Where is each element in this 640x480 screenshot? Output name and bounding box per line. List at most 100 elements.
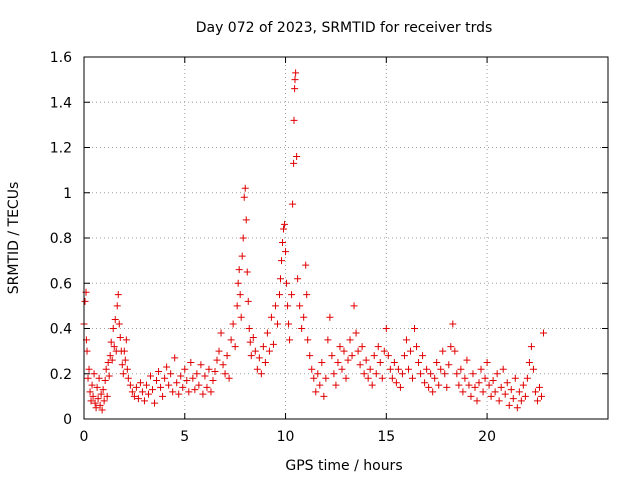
data-point (352, 329, 360, 337)
data-point (308, 365, 316, 373)
data-point (366, 365, 374, 373)
data-point (318, 358, 326, 366)
data-point (185, 388, 193, 396)
data-point (475, 379, 483, 387)
data-point (537, 392, 545, 400)
data-point (411, 325, 419, 332)
data-point (207, 388, 215, 396)
data-point (189, 374, 197, 382)
data-point (236, 291, 244, 299)
x-axis-label: GPS time / hours (285, 458, 402, 474)
data-point (245, 325, 253, 332)
data-point (242, 216, 250, 224)
data-point (90, 370, 98, 378)
data-point (404, 365, 412, 373)
data-point (491, 388, 499, 396)
x-tick-label: 20 (478, 429, 496, 445)
y-tick-label: 1 (63, 186, 72, 202)
data-point (109, 325, 117, 332)
data-point (388, 374, 396, 382)
data-point (113, 302, 121, 310)
y-tick-label: 1.4 (50, 95, 72, 111)
data-point (396, 383, 404, 391)
data-point (513, 404, 521, 412)
data-point (122, 336, 130, 344)
data-point (107, 338, 115, 346)
axis-ticks: 0 5 10 15 20 0 0.2 0.4 0.6 0.8 1 1.2 1.4 1.6 (50, 50, 608, 445)
data-point (257, 370, 265, 378)
y-tick-label: 0.8 (50, 231, 72, 247)
data-point (517, 397, 525, 405)
data-point (233, 302, 241, 310)
data-point (507, 386, 515, 394)
data-point (259, 343, 267, 351)
data-point (211, 367, 219, 375)
data-point (241, 184, 249, 192)
data-point (529, 365, 537, 373)
data-point (93, 383, 101, 391)
data-point (499, 365, 507, 373)
data-point (265, 347, 273, 355)
data-point (477, 365, 485, 373)
data-point (527, 343, 535, 351)
data-point (354, 347, 362, 355)
data-point (402, 336, 410, 344)
data-point (372, 370, 380, 378)
data-point (179, 383, 187, 391)
data-point (99, 386, 107, 394)
data-point (471, 383, 479, 391)
data-point (469, 370, 477, 378)
data-point (269, 340, 277, 348)
data-point (91, 399, 99, 407)
data-point (97, 390, 105, 398)
data-point (400, 352, 408, 360)
data-point (151, 399, 159, 407)
data-point (219, 361, 227, 369)
data-point (281, 220, 289, 228)
data-point (285, 320, 293, 328)
data-point (291, 76, 299, 84)
data-point (316, 381, 324, 389)
data-point (273, 320, 281, 328)
data-point (487, 392, 495, 400)
y-tick-label: 0.4 (50, 322, 72, 338)
data-point (360, 370, 368, 378)
data-point (171, 354, 179, 362)
data-point (94, 395, 102, 403)
data-point (173, 379, 181, 387)
y-tick-label: 0.6 (50, 276, 72, 292)
data-point (437, 365, 445, 373)
data-point (100, 397, 108, 405)
data-point (467, 392, 475, 400)
data-point (419, 352, 427, 360)
data-point (235, 266, 243, 274)
data-point (394, 365, 402, 373)
data-point (83, 347, 91, 355)
data-point (515, 388, 523, 396)
data-point (384, 352, 392, 360)
data-point (431, 374, 439, 382)
data-point (121, 356, 129, 364)
data-point (312, 388, 320, 396)
data-point (227, 336, 235, 344)
data-point (501, 390, 509, 398)
data-point (382, 325, 390, 332)
data-point (302, 261, 310, 269)
data-point (413, 343, 421, 351)
data-point (535, 383, 543, 391)
data-point (221, 370, 229, 378)
data-point (519, 381, 527, 389)
data-point (409, 374, 417, 382)
data-point (239, 234, 247, 242)
data-point (231, 343, 239, 351)
data-point (223, 352, 231, 360)
data-point (243, 268, 251, 276)
data-point (104, 358, 112, 366)
data-point (340, 347, 348, 355)
data-point (246, 338, 254, 346)
data-point (144, 390, 152, 398)
data-point (251, 347, 259, 355)
data-point (201, 372, 209, 380)
data-points (80, 69, 548, 414)
data-point (195, 381, 203, 389)
